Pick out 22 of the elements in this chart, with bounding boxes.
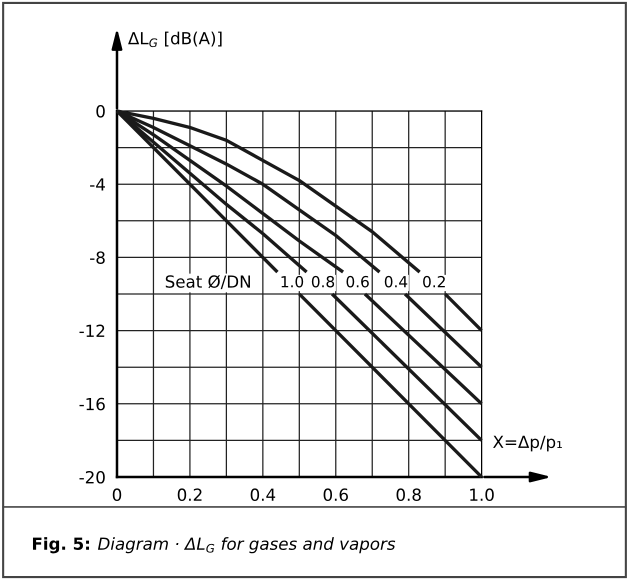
y-tick-label: -8 <box>90 251 105 264</box>
y-tick-label: -4 <box>90 178 105 191</box>
series-label: 0.4 <box>384 276 408 288</box>
series-label: 0.2 <box>423 276 445 288</box>
series-label: 1.0 <box>282 276 304 288</box>
y-axis-title: ΔL$_{G}$ [dB(A)] <box>128 32 222 48</box>
series-label: 0.6 <box>346 276 369 288</box>
text: Fig. 5: <box>32 537 90 554</box>
y-tick-label: -16 <box>79 398 105 410</box>
x-tick-label: 0 <box>112 488 122 502</box>
y-tick-label: -20 <box>79 470 105 484</box>
x-tick-label: 0.6 <box>324 488 348 502</box>
x-tick-label: 1.0 <box>470 488 494 502</box>
x-tick-label: 0.2 <box>178 488 202 502</box>
y-tick-label: 0 <box>96 104 105 118</box>
x-tick-label: 0.8 <box>396 488 421 502</box>
x-axis-title: X=Δp/p₁ <box>493 436 562 452</box>
series-label: 0.8 <box>312 276 334 288</box>
x-tick-label: 0.4 <box>250 488 276 502</box>
legend-title: Seat Ø/DN <box>166 274 250 290</box>
y-tick-label: -12 <box>79 324 104 337</box>
text: Diagram · ΔL$_{G}$ for gases and vapors <box>98 537 396 554</box>
